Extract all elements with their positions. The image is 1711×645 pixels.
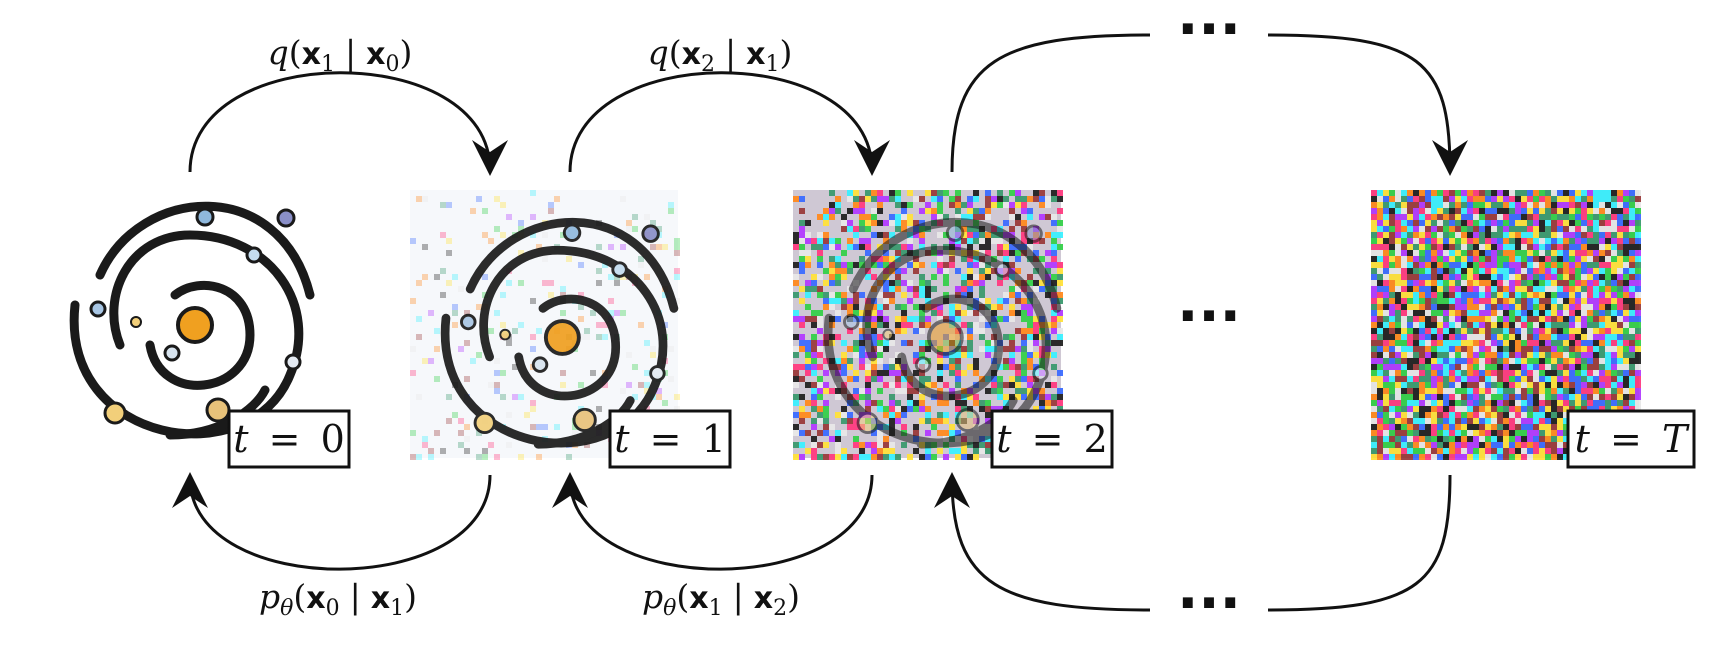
timestep-var: t [996, 417, 1012, 461]
forward-arrow-2-T-tail [1267, 33, 1468, 176]
svg-text:t = 2: t = 2 [996, 417, 1108, 461]
forward-label-1: q(x2 | x1) [648, 33, 793, 77]
forward-label-0: q(x1 | x0) [268, 33, 413, 77]
forward-arrow-1-2 [568, 71, 890, 176]
timestep-var: t [1575, 417, 1591, 461]
reverse-arrow-2-1 [552, 472, 874, 571]
timestep-var: t [233, 417, 249, 461]
svg-text:t = T: t = T [1575, 417, 1690, 461]
ellipsis-middle: ··· [1177, 284, 1241, 349]
forward-arrow-0-1 [188, 71, 508, 176]
timestep-box-t0: t = 0 [227, 409, 351, 469]
reverse-arrow-T-2-tail [934, 472, 1151, 612]
timestep-box-t1: t = 1 [608, 409, 732, 469]
timestep-box-tT: t = T [1566, 409, 1696, 469]
panel-t0 [74, 206, 310, 435]
timestep-var: t [614, 417, 630, 461]
reverse-label-0: pθ(x0 | x1) [259, 577, 417, 621]
ellipsis-bottom: ··· [1177, 571, 1241, 636]
ellipsis-top: ··· [1177, 0, 1241, 62]
timestep-box-t2: t = 2 [990, 409, 1114, 469]
forward-arrow-2-T [950, 33, 1151, 173]
reverse-arrow-1-0 [172, 472, 492, 571]
svg-text:t = 1: t = 1 [614, 417, 726, 461]
svg-text:t = 0: t = 0 [233, 417, 345, 461]
reverse-label-1: pθ(x1 | x2) [642, 577, 800, 621]
panel-t1 [410, 190, 680, 460]
reverse-arrow-T-2 [1267, 474, 1452, 612]
